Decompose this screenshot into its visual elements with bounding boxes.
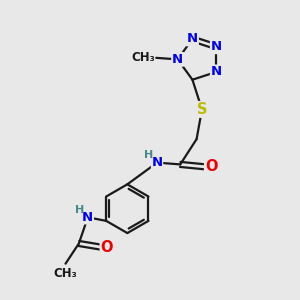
Text: N: N xyxy=(152,156,163,169)
Text: O: O xyxy=(100,239,113,254)
Text: N: N xyxy=(187,32,198,46)
Text: CH₃: CH₃ xyxy=(54,267,77,280)
Text: N: N xyxy=(211,65,222,78)
Text: N: N xyxy=(172,53,183,66)
Text: H: H xyxy=(75,205,84,215)
Text: N: N xyxy=(211,40,222,53)
Text: N: N xyxy=(82,211,93,224)
Text: O: O xyxy=(205,159,217,174)
Text: CH₃: CH₃ xyxy=(131,51,155,64)
Text: H: H xyxy=(144,150,153,160)
Text: S: S xyxy=(197,102,207,117)
